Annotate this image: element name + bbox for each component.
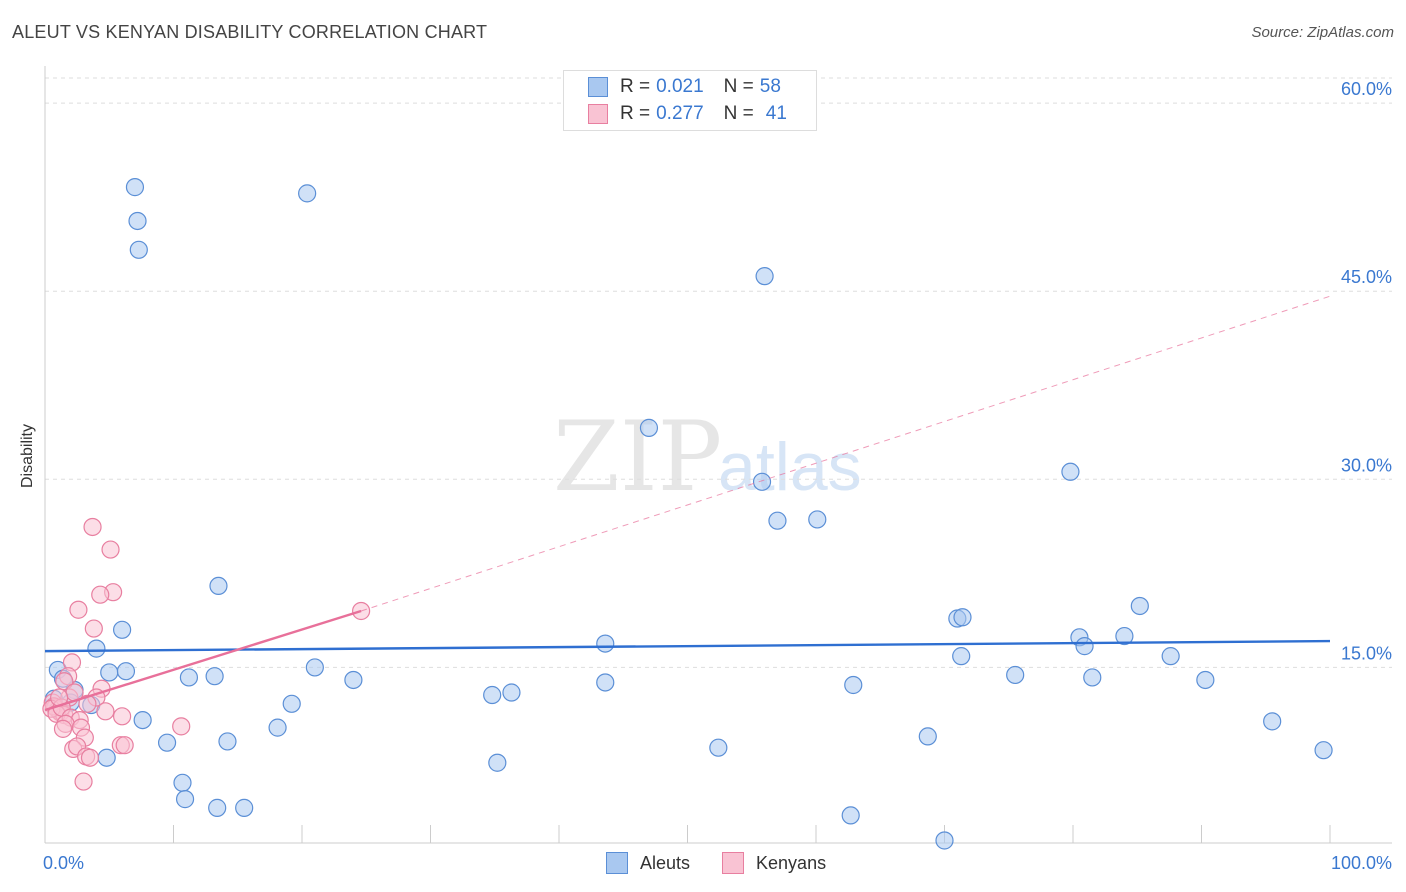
aleut-point xyxy=(125,178,145,197)
kenyan-point xyxy=(69,600,88,619)
aleut-point xyxy=(133,710,152,730)
aleut-point xyxy=(97,748,116,767)
legend-r-label: R = xyxy=(620,76,651,97)
kenyan-point xyxy=(96,702,115,721)
aleut-point xyxy=(179,668,199,687)
aleut-point xyxy=(218,732,237,751)
kenyan-point xyxy=(84,619,103,638)
aleut-point xyxy=(639,418,659,437)
chart-title: ALEUT VS KENYAN DISABILITY CORRELATION C… xyxy=(12,22,488,42)
legend-item-kenyans: Kenyans xyxy=(722,852,826,874)
x-tick-label: 100.0% xyxy=(1331,853,1392,873)
legend-n-label: N = xyxy=(723,103,754,124)
aleut-point xyxy=(157,733,177,752)
legend-swatch-kenyans xyxy=(588,104,608,124)
legend-swatch-aleuts xyxy=(588,77,608,97)
aleut-point xyxy=(596,634,615,653)
aleut-point xyxy=(935,831,954,850)
aleut-point xyxy=(87,639,106,658)
aleut-point xyxy=(1115,626,1134,646)
aleut-point xyxy=(502,683,521,702)
aleut-point xyxy=(129,240,148,259)
legend-n-value: 41 xyxy=(765,103,787,124)
aleut-point xyxy=(1314,741,1333,760)
legend-label-aleuts: Aleuts xyxy=(640,852,691,873)
kenyan-point xyxy=(55,672,74,691)
legend-r-value: 0.277 xyxy=(656,103,704,124)
aleut-point xyxy=(100,663,119,682)
legend-n-label: N = xyxy=(723,76,754,97)
kenyan-trendline xyxy=(44,609,362,712)
aleut-point xyxy=(282,694,301,713)
legend-r-label: R = xyxy=(620,103,651,124)
aleut-point xyxy=(844,675,863,695)
x-tick-label: 0.0% xyxy=(43,853,84,873)
aleut-point xyxy=(1130,596,1149,616)
watermark-zip: ZIP xyxy=(553,401,722,513)
kenyan-point xyxy=(83,517,102,537)
aleut-point xyxy=(175,790,195,809)
kenyan-point xyxy=(74,772,93,791)
y-tick-label: 60.0% xyxy=(1341,79,1392,99)
watermark-atlas: atlas xyxy=(718,429,862,505)
kenyan-point xyxy=(115,736,134,755)
legend-row-aleuts: R = 0.021 N = 58 xyxy=(588,75,781,99)
source-label: Source: ZipAtlas.com xyxy=(1251,24,1394,41)
aleut-point xyxy=(1006,665,1025,685)
legend-n-value: 58 xyxy=(759,76,781,97)
aleut-point xyxy=(841,806,860,825)
aleut-point xyxy=(488,753,507,772)
legend-row-kenyans: R = 0.277 N = 41 xyxy=(588,102,787,126)
kenyan-trendline xyxy=(360,295,1331,612)
aleut-point xyxy=(952,647,971,666)
series-legend: Aleuts Kenyans xyxy=(606,852,858,874)
aleut-point xyxy=(235,798,254,817)
aleut-point xyxy=(768,511,787,530)
y-tick-label: 15.0% xyxy=(1341,643,1392,663)
aleut-point xyxy=(344,670,363,690)
legend-label-kenyans: Kenyans xyxy=(756,852,827,873)
aleut-point xyxy=(268,718,287,737)
kenyan-point xyxy=(172,717,191,736)
aleut-point xyxy=(1083,668,1102,687)
aleut-point xyxy=(173,773,192,792)
y-tick-label: 45.0% xyxy=(1341,267,1392,287)
aleut-point xyxy=(755,267,774,286)
aleut-point xyxy=(209,576,228,596)
kenyan-point xyxy=(53,719,73,738)
aleut-point xyxy=(112,620,132,639)
kenyan-point xyxy=(80,748,100,767)
legend-item-aleuts: Aleuts xyxy=(606,852,690,874)
aleut-point xyxy=(305,658,324,677)
aleut-point xyxy=(1196,670,1215,690)
kenyan-point xyxy=(78,694,97,713)
kenyan-point xyxy=(91,585,110,604)
aleut-point xyxy=(918,727,937,746)
aleut-trendline xyxy=(44,639,1331,653)
aleut-point xyxy=(208,798,227,817)
legend-swatch-kenyans xyxy=(722,852,745,874)
kenyan-point xyxy=(101,540,120,559)
aleut-point xyxy=(596,673,615,692)
legend-swatch-aleuts xyxy=(606,852,628,874)
legend-r-value: 0.021 xyxy=(656,76,704,97)
aleut-point xyxy=(709,738,728,757)
aleut-point xyxy=(128,211,147,231)
aleut-point xyxy=(1075,637,1094,656)
aleut-point xyxy=(298,184,317,203)
aleut-point xyxy=(1161,647,1180,666)
aleut-point xyxy=(953,608,972,627)
aleut-point xyxy=(752,472,772,491)
aleut-point xyxy=(1263,712,1282,731)
aleut-point xyxy=(116,662,136,681)
aleut-point xyxy=(808,510,827,529)
aleut-point xyxy=(1061,462,1080,481)
correlation-legend: R = 0.021 N = 58 R = 0.277 N = 41 xyxy=(563,70,817,131)
aleut-point xyxy=(483,685,502,705)
kenyan-point xyxy=(112,707,132,726)
aleut-point xyxy=(205,667,224,686)
y-tick-label: 30.0% xyxy=(1341,455,1392,475)
